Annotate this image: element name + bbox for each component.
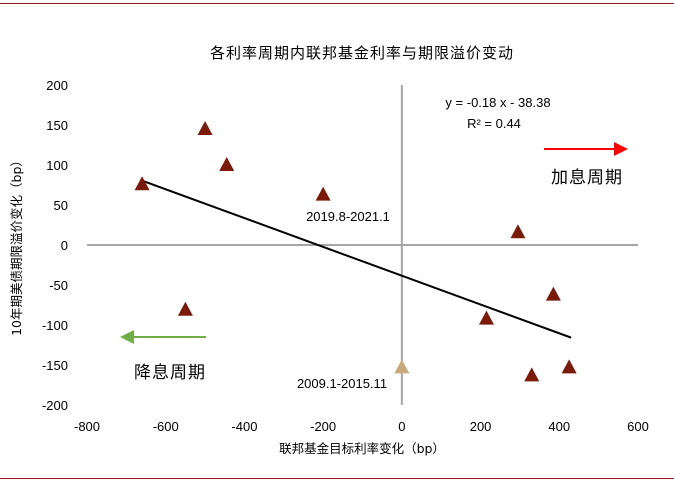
x-axis-label: 联邦基金目标利率变化（bp） (279, 441, 445, 456)
data-point (134, 176, 150, 191)
x-tick-label: 600 (627, 419, 649, 434)
y-tick-label: -50 (49, 278, 68, 293)
chart-title: 各利率周期内联邦基金利率与期限溢价变动 (210, 44, 514, 62)
y-tick-label: -150 (42, 358, 68, 373)
x-tick-label: -200 (310, 419, 336, 434)
data-point (545, 286, 561, 301)
annotation-2009-cycle: 2009.1-2015.11 (297, 376, 387, 391)
data-point (478, 310, 494, 325)
x-tick-label: 0 (398, 419, 405, 434)
y-tick-label: 200 (46, 78, 68, 93)
data-point (315, 186, 331, 201)
trendline (139, 179, 572, 339)
trendline-r2: R² = 0.44 (467, 116, 521, 131)
y-tick-label: -100 (42, 318, 68, 333)
annotation-2019-cycle: 2019.8-2021.1 (306, 209, 390, 224)
bottom-border-rule (0, 478, 674, 479)
highlight-point (394, 359, 410, 374)
cut-period-label: 降息周期 (134, 363, 206, 383)
x-tick-label: 400 (548, 419, 570, 434)
y-tick-label: 50 (54, 198, 68, 213)
y-tick-label: 100 (46, 158, 68, 173)
cut-arrow-head-icon (120, 330, 134, 344)
data-points (134, 121, 577, 382)
x-tick-label: -400 (231, 419, 257, 434)
x-tick-labels: -800 -600 -400 -200 0 200 400 600 (74, 419, 649, 434)
top-border-rule (0, 3, 674, 4)
y-tick-labels: 200 150 100 50 0 -50 -100 -150 -200 (42, 78, 68, 413)
hike-period-label: 加息周期 (551, 168, 623, 188)
data-point (510, 224, 526, 239)
x-tick-label: 200 (470, 419, 492, 434)
hike-arrow-head-icon (614, 142, 628, 156)
data-point (219, 157, 235, 171)
data-point (177, 301, 193, 316)
y-tick-label: 0 (61, 238, 68, 253)
data-point (197, 121, 213, 135)
y-tick-label: -200 (42, 398, 68, 413)
data-point (561, 359, 577, 374)
data-point (524, 367, 540, 382)
x-tick-label: -800 (74, 419, 100, 434)
y-axis-label: 10年期美债期限溢价变化（bp） (9, 154, 24, 336)
trendline-equation: y = -0.18 x - 38.38 (445, 95, 550, 110)
x-tick-label: -600 (153, 419, 179, 434)
y-tick-label: 150 (46, 118, 68, 133)
